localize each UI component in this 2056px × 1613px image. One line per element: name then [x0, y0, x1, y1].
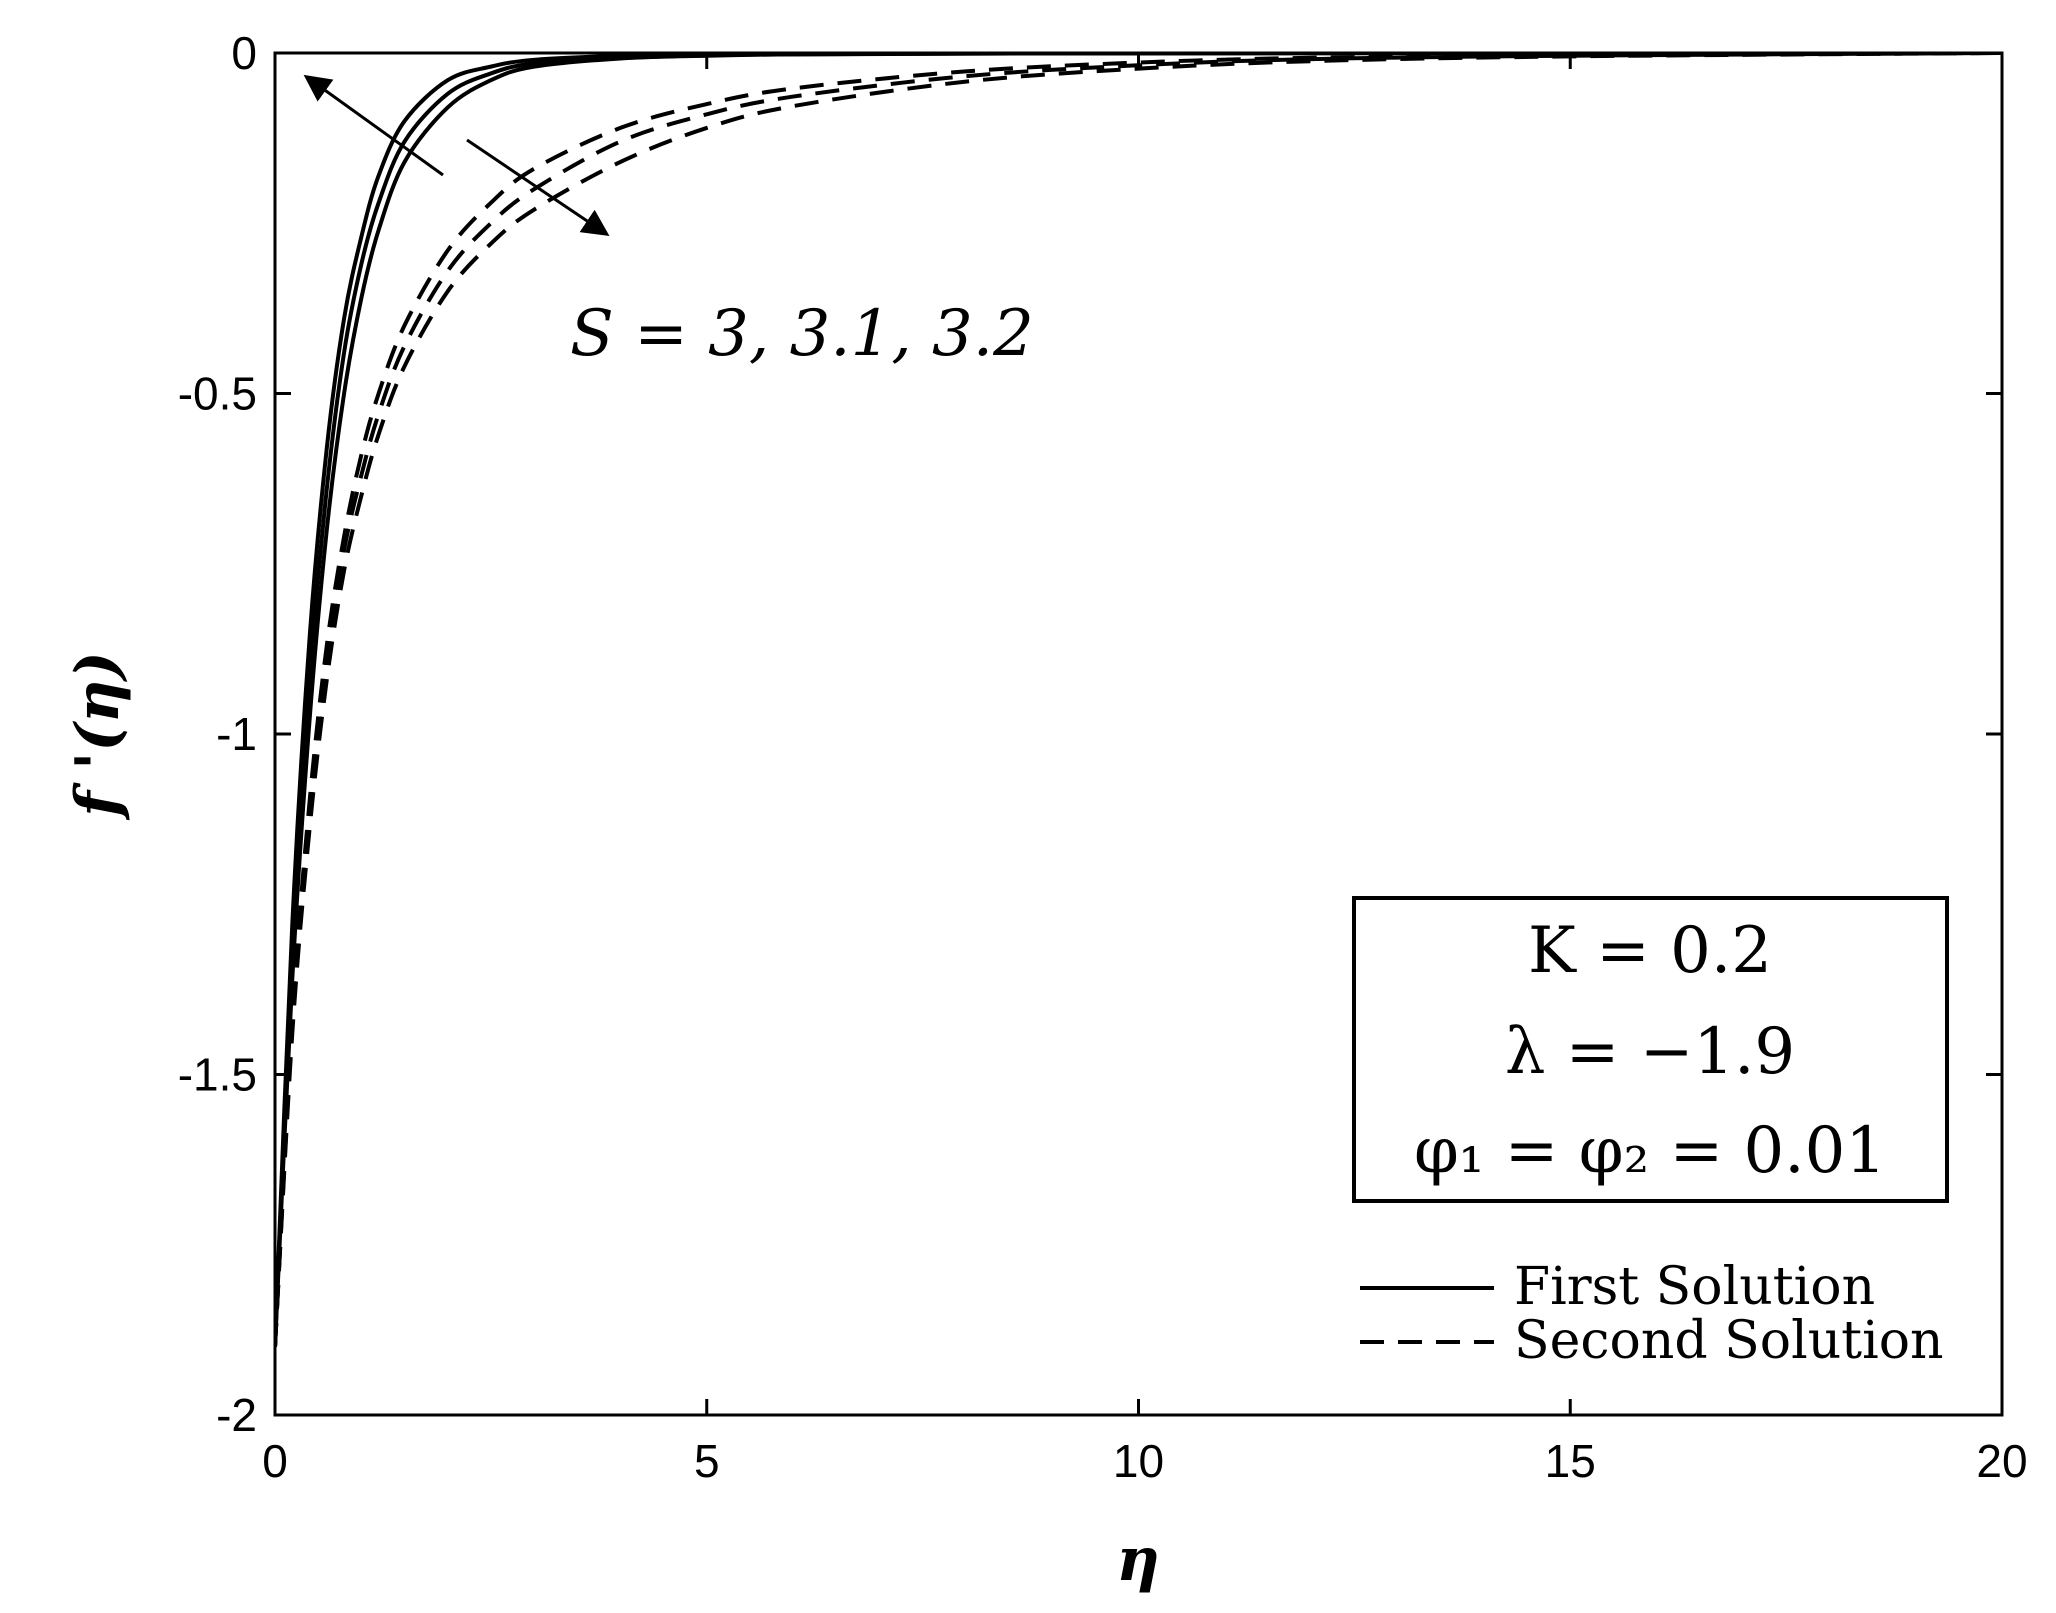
- legend: First Solution Second Solution: [1360, 1257, 1944, 1371]
- series-group: [275, 52, 2002, 1348]
- parameter-phi: φ₁ = φ₂ = 0.01: [1414, 1114, 1886, 1188]
- parameter-box: K = 0.2 λ = −1.9 φ₁ = φ₂ = 0.01: [1352, 896, 1949, 1203]
- legend-label-first: First Solution: [1514, 1257, 1875, 1317]
- annotation-arrow-down: [466, 138, 610, 237]
- parameter-k: K = 0.2: [1528, 914, 1772, 988]
- series-line-first-solution-3: [275, 52, 2002, 1347]
- x-tick-label: 10: [1113, 1435, 1164, 1487]
- x-tick-label: 20: [1976, 1435, 2027, 1487]
- y-tick-label: -0.5: [178, 368, 257, 420]
- axis-ticks: 0 5 10 15 20 0 -0.5 -1 -1.5 -2: [178, 27, 2028, 1487]
- x-axis-label: η: [1116, 1525, 1160, 1595]
- annotation-arrow-up: [303, 74, 444, 177]
- x-tick-label: 0: [262, 1435, 288, 1487]
- y-tick-label: 0: [231, 27, 257, 79]
- s-annotation: S = 3, 3.1, 3.2: [570, 297, 1034, 371]
- plot-area: [273, 51, 2004, 1417]
- y-tick-label: -2: [216, 1389, 257, 1441]
- y-tick-label: -1: [216, 708, 257, 760]
- x-tick-label: 5: [694, 1435, 720, 1487]
- y-axis-label: f '(η): [63, 651, 133, 820]
- x-tick-label: 15: [1545, 1435, 1596, 1487]
- parameter-box-frame: [1352, 896, 1949, 1203]
- parameter-lambda: λ = −1.9: [1505, 1015, 1795, 1089]
- series-line-second-solution-3: [275, 52, 2002, 1348]
- y-tick-label: -1.5: [178, 1049, 257, 1101]
- legend-label-second: Second Solution: [1514, 1311, 1944, 1371]
- series-line-second-solution-2: [275, 52, 2002, 1348]
